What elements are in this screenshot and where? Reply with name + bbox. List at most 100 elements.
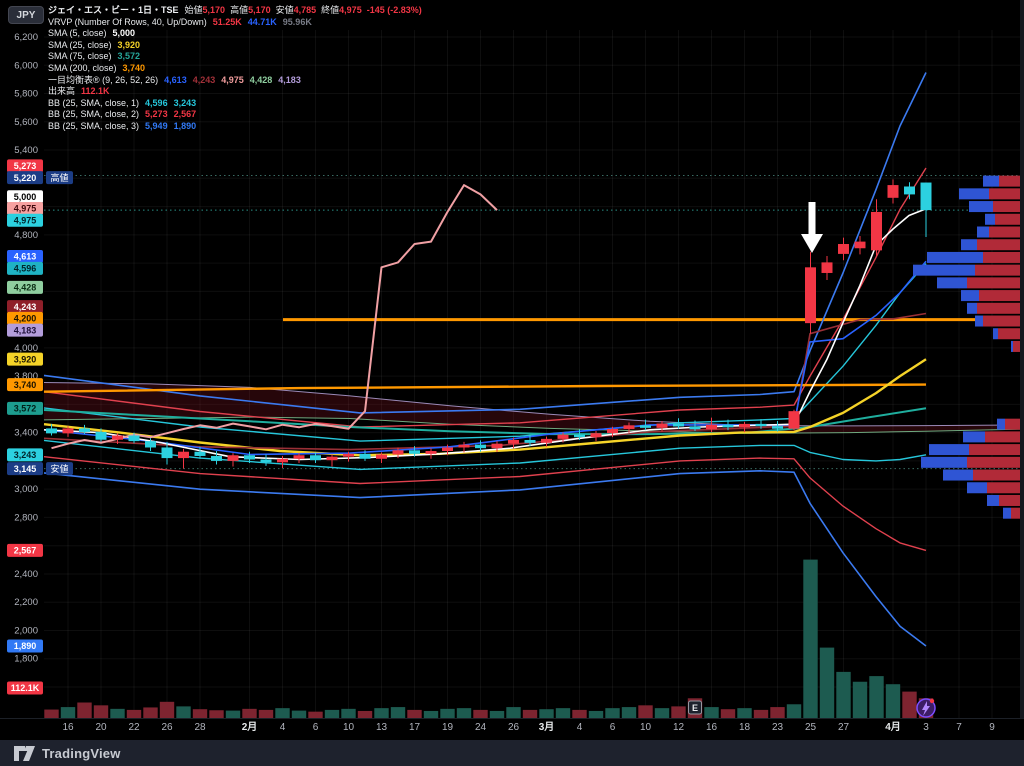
legend-value: 112.1K — [81, 86, 110, 97]
legend-row-bb2[interactable]: BB (25, SMA, close, 2) 5,273 2,567 — [48, 109, 422, 121]
vrvp-down-bar — [961, 239, 977, 251]
annotation-arrow-head[interactable] — [801, 234, 823, 253]
ohlc-label: 始値 — [184, 5, 203, 15]
legend-value: 4,428 — [249, 74, 273, 85]
candle-body — [656, 423, 668, 428]
time-axis-label: 19 — [442, 722, 454, 733]
price-axis-label: 3,000 — [14, 484, 38, 495]
price-badge — [7, 681, 43, 695]
candle-body — [904, 186, 915, 195]
legend-value: 5,949 — [145, 120, 168, 131]
price-badge — [7, 639, 43, 653]
candle-body — [244, 455, 255, 460]
candle-body — [920, 182, 932, 211]
volume-bar — [176, 706, 191, 718]
candle-body — [277, 458, 288, 463]
vrvp-up-bar — [983, 315, 1023, 327]
symbol-title-row[interactable]: ジェイ・エス・ビー・1日・TSE 始値5,170 高値5,170 安値4,785 終値… — [48, 5, 422, 17]
tradingview-logo-icon[interactable] — [14, 745, 35, 761]
time-axis-label: 4 — [280, 722, 286, 733]
vrvp-down-bar — [913, 264, 975, 276]
price-axis-label: 6,200 — [14, 32, 38, 43]
candle-body — [854, 241, 866, 249]
volume-bar — [407, 709, 422, 718]
ohlc-value: 4,975 — [339, 5, 362, 15]
earnings-marker-icon[interactable] — [688, 700, 702, 715]
price-badge-text: 4,183 — [14, 325, 37, 335]
candle-body — [590, 433, 602, 438]
price-axis-label: 2,400 — [14, 569, 38, 580]
price-chart-svg[interactable]: E 6,200 6,000 5,800 5,600 5,400 4,800 4,000 3,80… — [0, 0, 1024, 740]
bb3-lower-line — [43, 470, 927, 647]
candle-body — [838, 244, 849, 254]
legend-value: 4,596 — [145, 97, 168, 108]
ohlc-value: 5,170 — [202, 5, 226, 15]
flash-alert-dot — [929, 698, 935, 704]
volume-bar — [93, 705, 109, 718]
legend-value: 51.25K — [212, 16, 242, 27]
volume-bar — [803, 559, 818, 718]
legend-value: 5,000 — [112, 28, 136, 39]
price-badge-text: 112.1K — [11, 683, 40, 693]
candle-body — [755, 423, 767, 427]
ohlc-label: 安値 — [275, 5, 294, 15]
price-badge-text: 4,975 — [14, 215, 37, 225]
legend-row-vrvp[interactable]: VRVP (Number Of Rows, 40, Up/Down) 51.25K… — [48, 17, 422, 29]
legend-row-bb1[interactable]: BB (25, SMA, close, 1) 4,596 3,243 — [48, 98, 422, 110]
price-axis-label: 4,800 — [14, 230, 38, 241]
bb1-lower-line — [43, 439, 927, 471]
vrvp-down-bar — [977, 226, 989, 238]
legend-row-bb3[interactable]: BB (25, SMA, close, 3) 5,949 1,890 — [48, 121, 422, 133]
price-axis[interactable]: 6,200 6,000 5,800 5,600 5,400 4,800 4,000 3,800… — [7, 32, 73, 695]
legend-row-volume[interactable]: 出来高 112.1K — [48, 86, 422, 98]
vrvp-down-bar — [927, 251, 983, 263]
volume-bar — [489, 710, 505, 718]
price-axis-label: 3,400 — [14, 428, 38, 439]
candle-body — [376, 454, 387, 459]
volume-bar — [753, 709, 769, 718]
vrvp-down-bar — [975, 315, 983, 327]
candle-body — [359, 453, 371, 459]
time-axis-label: 9 — [989, 722, 995, 733]
price-badge — [7, 448, 43, 462]
volume-bar — [555, 708, 571, 718]
legend-row-sma75[interactable]: SMA (75, close) 3,572 — [48, 51, 422, 63]
vrvp-up-bar — [993, 201, 1023, 213]
vrvp-down-bar — [985, 213, 995, 225]
candle-body — [392, 450, 404, 455]
annotation-arrow-shaft[interactable] — [808, 202, 816, 235]
price-badge — [7, 250, 43, 264]
time-axis-label: 23 — [772, 722, 784, 733]
price-axis-label: 4,000 — [14, 343, 38, 354]
candle-body — [458, 444, 470, 448]
candle-body — [475, 444, 486, 449]
time-axis-label: 17 — [409, 722, 421, 733]
volume-bar — [836, 671, 851, 718]
vrvp-up-bar — [999, 175, 1023, 187]
ichimoku-cloud — [43, 382, 1024, 434]
vrvp-up-bar — [999, 494, 1023, 506]
indicator-lines — [43, 72, 927, 647]
volume-bar — [819, 647, 835, 718]
vrvp-down-bar — [963, 431, 985, 443]
bb3-upper-line — [43, 72, 927, 414]
earnings-marker-letter: E — [692, 703, 698, 713]
legend-row-sma25[interactable]: SMA (25, close) 3,920 — [48, 40, 422, 52]
legend-rows: VRVP (Number Of Rows, 40, Up/Down) 51.25K… — [48, 17, 422, 133]
volume-bar — [852, 681, 868, 718]
price-axis-label: 5,800 — [14, 89, 38, 100]
legend-row-sma5[interactable]: SMA (5, close) 5,000 — [48, 28, 422, 40]
vrvp-up-bar — [995, 213, 1023, 225]
legend-row-sma200[interactable]: SMA (200, close) 3,740 — [48, 63, 422, 75]
time-axis-label: 28 — [194, 722, 206, 733]
price-badge-text: 5,273 — [14, 161, 37, 171]
price-badge-text: 3,145 — [14, 464, 37, 474]
candle-body — [706, 424, 717, 430]
currency-toggle-button[interactable]: JPY — [8, 6, 44, 24]
time-axis[interactable]: 16 20 22 26 28 2月 4 6 10 13 17 19 24 26 3月 4 6 10 12 16 18 23… — [62, 721, 995, 733]
legend-value: 1,890 — [173, 120, 197, 131]
candle-body — [623, 425, 635, 429]
legend-row-ichimoku[interactable]: 一目均衡表® (9, 26, 52, 26) 4,613 4,243 4,975 4,4… — [48, 75, 422, 87]
tradingview-brand-text[interactable]: TradingView — [42, 745, 121, 761]
ohlc-value: 5,170 — [248, 5, 271, 15]
